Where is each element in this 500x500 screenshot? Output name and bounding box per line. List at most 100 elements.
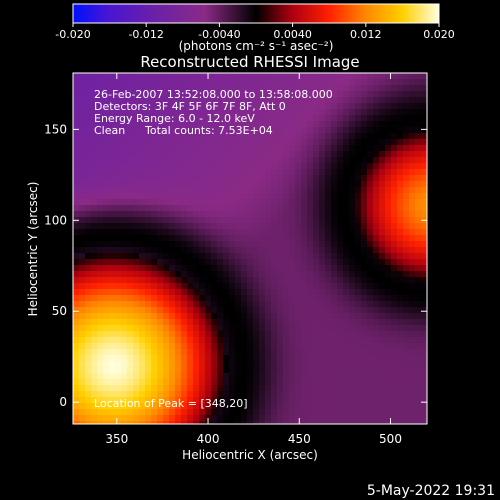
heatmap-cell [127, 409, 134, 416]
heatmap-cell [79, 109, 86, 116]
heatmap-cell [211, 301, 218, 308]
heatmap-cell [211, 73, 218, 80]
heatmap-cell [175, 97, 182, 104]
heatmap-cell [163, 379, 170, 386]
heatmap-cell [325, 325, 332, 332]
heatmap-cell [253, 313, 260, 320]
heatmap-cell [253, 121, 260, 128]
heatmap-cell [85, 385, 92, 392]
heatmap-cell [385, 277, 392, 284]
heatmap-cell [355, 187, 362, 194]
heatmap-cell [385, 331, 392, 338]
heatmap-cell [109, 127, 116, 134]
heatmap-cell [121, 199, 128, 206]
heatmap-cell [265, 217, 272, 224]
heatmap-cell [265, 223, 272, 230]
heatmap-cell [403, 337, 410, 344]
heatmap-cell [217, 295, 224, 302]
heatmap-cell [385, 307, 392, 314]
heatmap-cell [259, 361, 266, 368]
heatmap-cell [301, 367, 308, 374]
heatmap-cell [181, 271, 188, 278]
heatmap-cell [277, 205, 284, 212]
heatmap-cell [259, 343, 266, 350]
heatmap-cell [367, 379, 374, 386]
heatmap-cell [115, 259, 122, 266]
heatmap-cell [217, 277, 224, 284]
heatmap-cell [211, 85, 218, 92]
heatmap-cell [205, 217, 212, 224]
heatmap-cell [349, 277, 356, 284]
heatmap-cell [307, 385, 314, 392]
heatmap-cell [97, 241, 104, 248]
heatmap-cell [235, 223, 242, 230]
heatmap-cell [241, 271, 248, 278]
heatmap-cell [109, 97, 116, 104]
heatmap-cell [121, 91, 128, 98]
heatmap-cell [403, 403, 410, 410]
heatmap-cell [409, 223, 416, 230]
heatmap-cell [241, 103, 248, 110]
heatmap-cell [223, 115, 230, 122]
heatmap-cell [349, 175, 356, 182]
heatmap-cell [385, 361, 392, 368]
heatmap-cell [283, 235, 290, 242]
heatmap-cell [331, 421, 338, 424]
heatmap-cell [103, 313, 110, 320]
heatmap-cell [139, 181, 146, 188]
heatmap-cell [373, 385, 380, 392]
heatmap-cell [283, 385, 290, 392]
heatmap-cell [319, 163, 326, 170]
heatmap-cell [397, 403, 404, 410]
heatmap-cell [217, 79, 224, 86]
heatmap-cell [313, 139, 320, 146]
heatmap-cell [301, 217, 308, 224]
heatmap-cell [211, 415, 218, 422]
heatmap-cell [127, 241, 134, 248]
heatmap-cell [277, 145, 284, 152]
heatmap-cell [187, 103, 194, 110]
heatmap-cell [367, 97, 374, 104]
heatmap-cell [157, 229, 164, 236]
heatmap-cell [241, 367, 248, 374]
heatmap-cell [187, 175, 194, 182]
heatmap-cell [265, 163, 272, 170]
heatmap-cell [319, 271, 326, 278]
heatmap-cell [73, 355, 80, 362]
heatmap-cell [337, 283, 344, 290]
heatmap-cell [331, 133, 338, 140]
heatmap-cell [193, 115, 200, 122]
heatmap-cell [361, 379, 368, 386]
heatmap-cell [283, 217, 290, 224]
heatmap-cell [337, 73, 344, 80]
heatmap-cell [241, 373, 248, 380]
heatmap-cell [301, 265, 308, 272]
heatmap-cell [391, 85, 398, 92]
heatmap-cell [139, 379, 146, 386]
heatmap-cell [331, 283, 338, 290]
heatmap-cell [325, 181, 332, 188]
heatmap-cell [397, 151, 404, 158]
heatmap-cell [103, 349, 110, 356]
heatmap-cell [73, 349, 80, 356]
heatmap-cell [139, 349, 146, 356]
heatmap-cell [139, 163, 146, 170]
heatmap-cell [199, 115, 206, 122]
heatmap-cell [205, 103, 212, 110]
heatmap-cell [145, 175, 152, 182]
heatmap-cell [301, 79, 308, 86]
heatmap-cell [295, 97, 302, 104]
heatmap-cell [301, 355, 308, 362]
heatmap-cell [157, 103, 164, 110]
heatmap-cell [211, 343, 218, 350]
heatmap-cell [97, 187, 104, 194]
heatmap-cell [151, 379, 158, 386]
heatmap-cell [127, 295, 134, 302]
heatmap-cell [175, 175, 182, 182]
heatmap-cell [283, 181, 290, 188]
heatmap-cell [217, 409, 224, 416]
heatmap-cell [253, 397, 260, 404]
heatmap-cell [325, 259, 332, 266]
heatmap-cell [205, 79, 212, 86]
heatmap-cell [421, 163, 427, 170]
